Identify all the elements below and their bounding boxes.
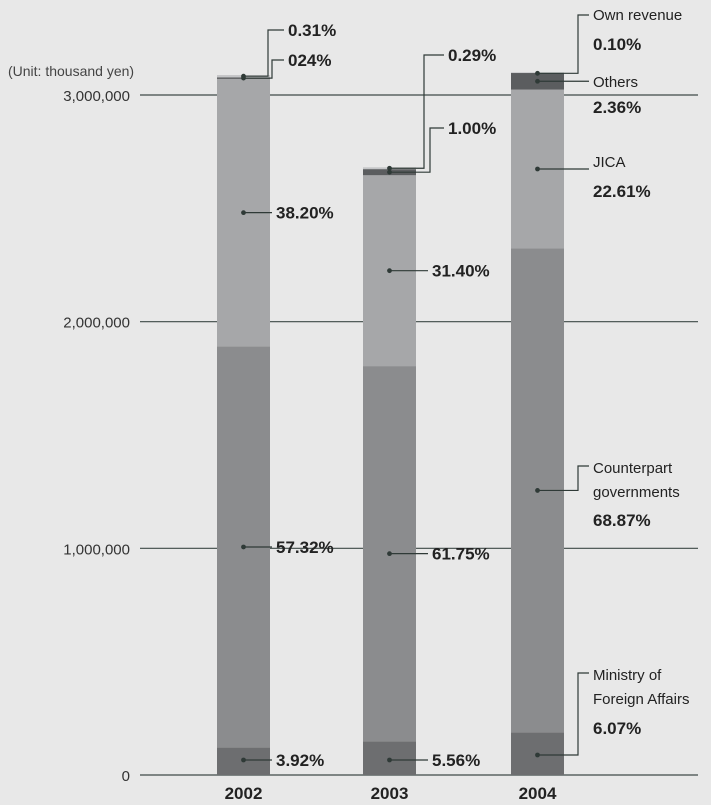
bars (217, 72, 564, 775)
y-axis-ticks: 0 1,000,000 2,000,000 3,000,000 (63, 88, 130, 785)
leader-line (537, 14, 589, 74)
data-label: 6.07% (593, 719, 641, 738)
y-tick-label: 0 (122, 768, 130, 785)
data-label: 3.92% (276, 751, 324, 770)
data-label: 61.75% (432, 545, 490, 564)
x-axis-labels: 2002 2003 2004 (225, 784, 557, 803)
leader-line (389, 127, 444, 173)
legend-series-name: Foreign Affairs (593, 691, 689, 708)
y-tick-label: 3,000,000 (63, 88, 130, 105)
data-label: 1.00% (448, 119, 496, 138)
data-label: 5.56% (432, 751, 480, 770)
data-label: 024% (288, 51, 331, 70)
leader-line (537, 465, 589, 492)
legend-series-name: governments (593, 484, 680, 501)
data-label: 38.20% (276, 204, 334, 223)
x-category-label: 2002 (225, 784, 263, 803)
leader-line (389, 54, 444, 169)
legend-series-name: Counterpart (593, 460, 673, 477)
data-label: 31.40% (432, 262, 490, 281)
legend: Own revenue 0.10% Others 2.36% JICA 22.61% Cou… (535, 7, 689, 758)
leader-line (243, 59, 284, 79)
y-tick-label: 1,000,000 (63, 541, 130, 558)
x-category-label: 2004 (519, 784, 557, 803)
x-category-label: 2003 (371, 784, 409, 803)
data-label: 57.32% (276, 538, 334, 557)
legend-series-name: Own revenue (593, 7, 682, 24)
data-label: 2.36% (593, 98, 641, 117)
data-label: 68.87% (593, 511, 651, 530)
data-label: 0.29% (448, 46, 496, 65)
data-label: 22.61% (593, 182, 651, 201)
legend-series-name: Ministry of (593, 667, 662, 684)
legend-series-name: JICA (593, 154, 626, 171)
y-tick-label: 2,000,000 (63, 315, 130, 332)
leader-line (537, 672, 589, 756)
data-label: 0.31% (288, 21, 336, 40)
data-labels: 3.92% 57.32% 38.20% 5.56% 61.75% 31.40% 024% 0.… (241, 21, 496, 770)
data-label: 0.10% (593, 35, 641, 54)
unit-label: (Unit: thousand yen) (8, 63, 134, 79)
legend-series-name: Others (593, 74, 638, 91)
leader-line (243, 29, 284, 77)
